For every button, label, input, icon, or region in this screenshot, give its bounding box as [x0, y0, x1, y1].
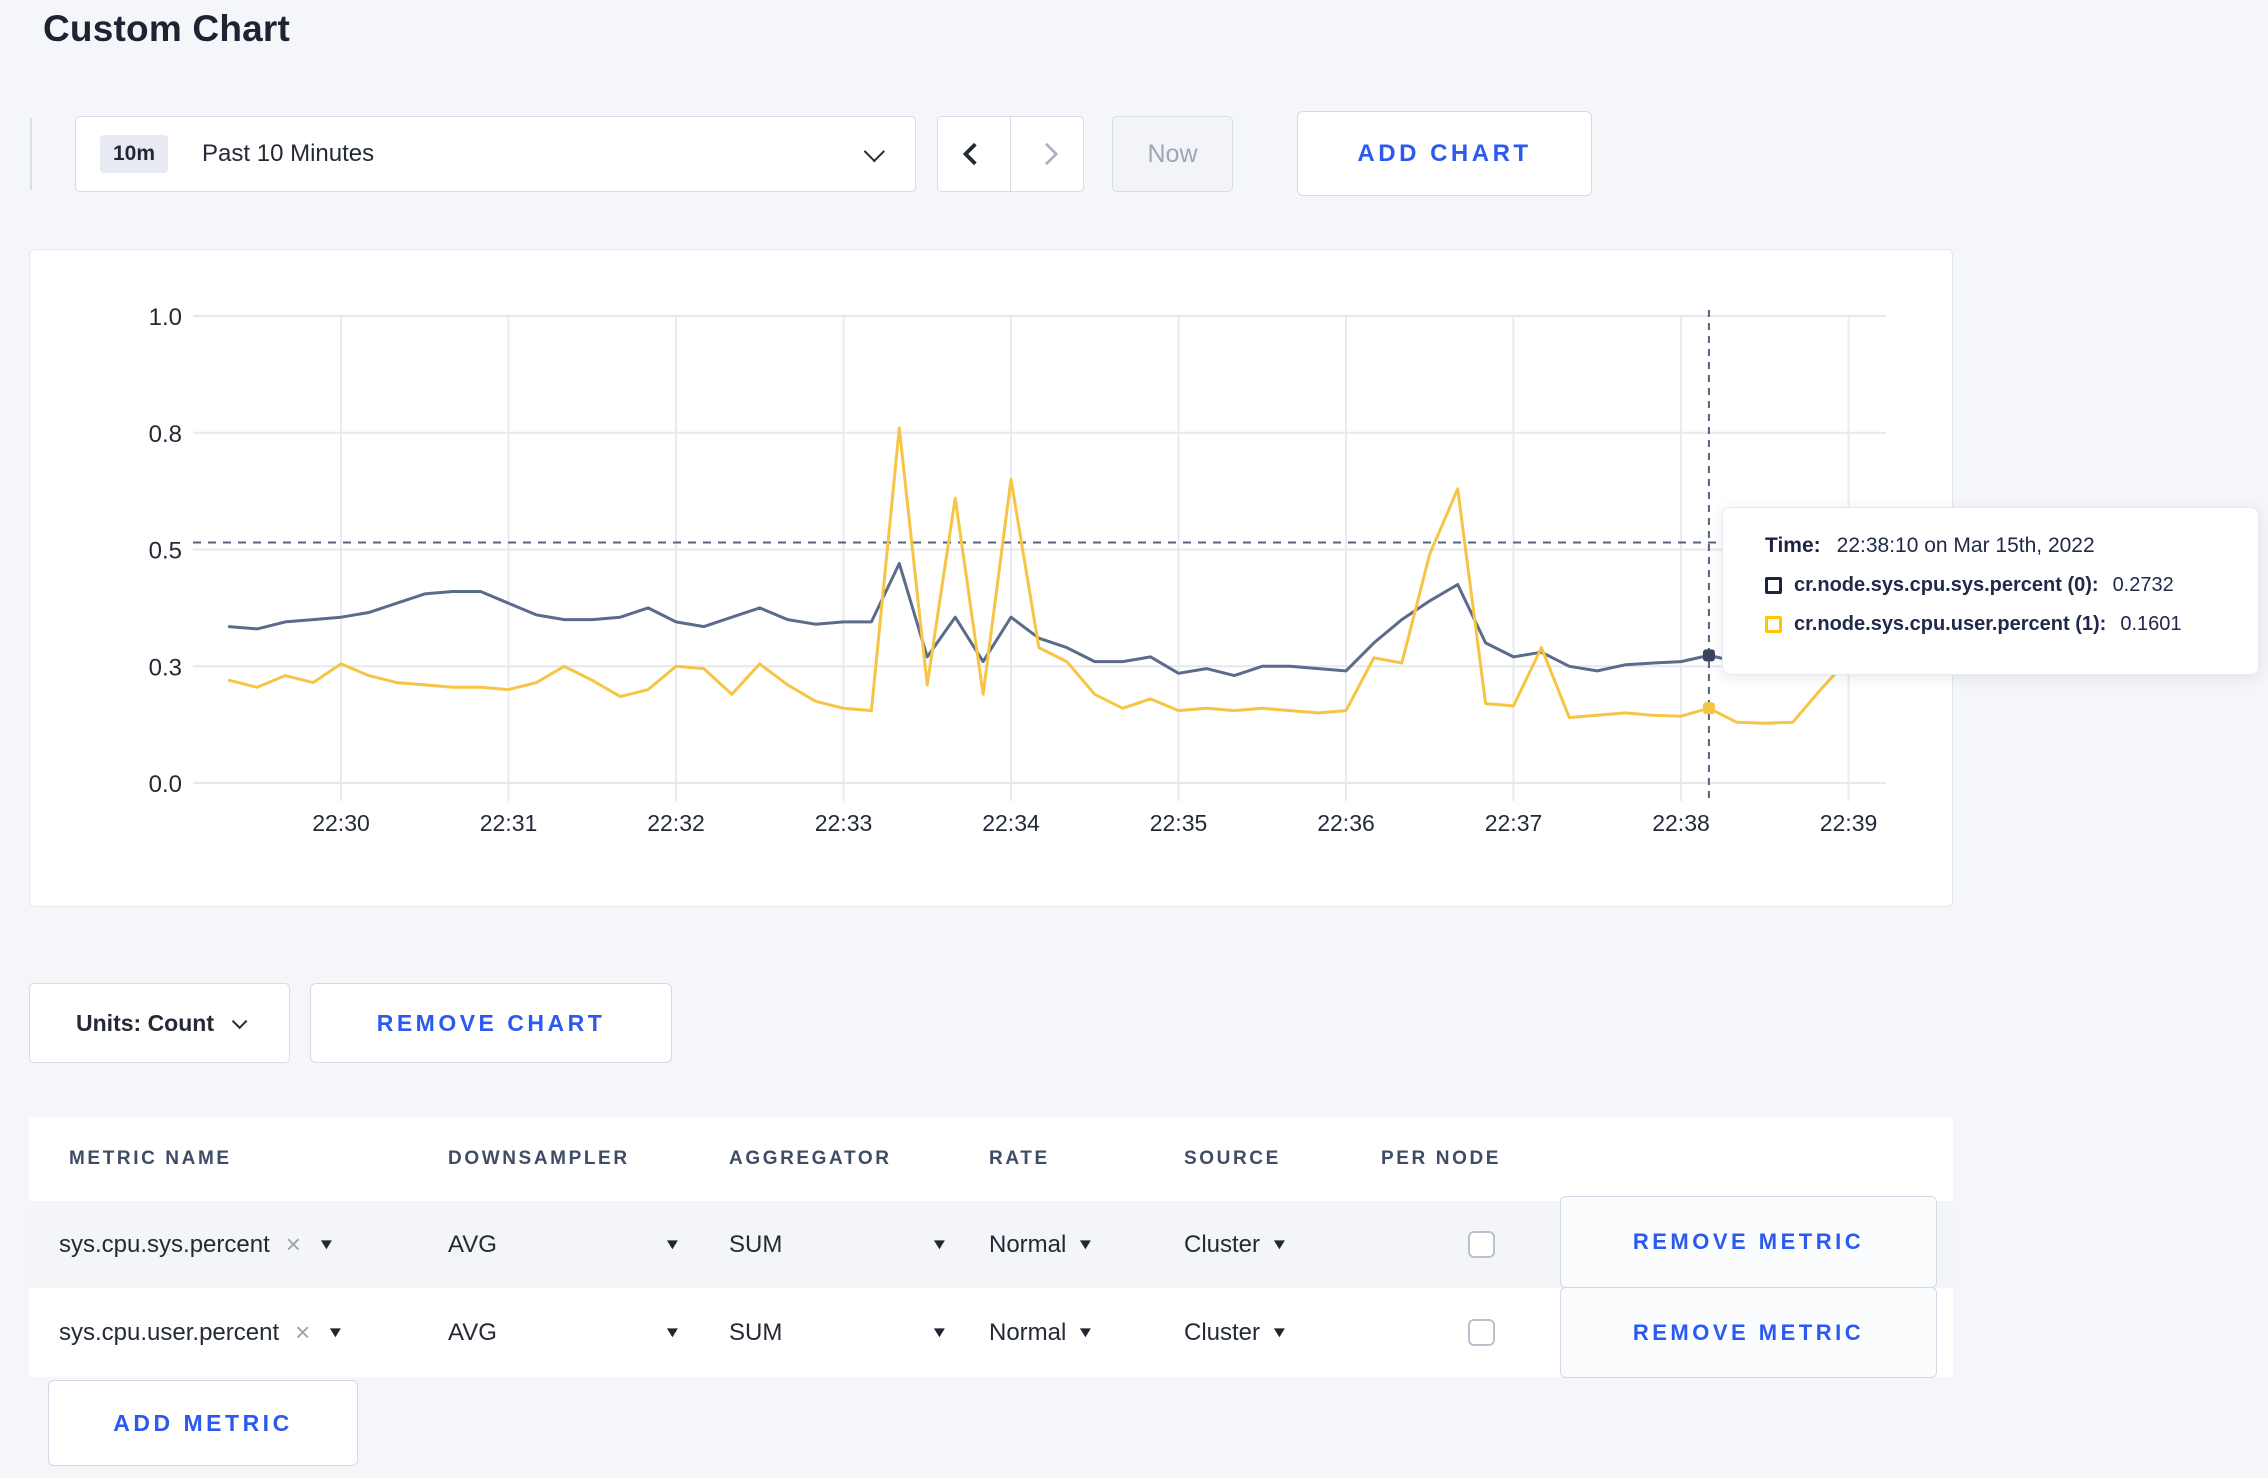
tooltip-user-label: cr.node.sys.cpu.user.percent (1):: [1794, 613, 2107, 635]
tooltip-sys-label: cr.node.sys.cpu.sys.percent (0):: [1794, 574, 2099, 596]
per-node-checkbox[interactable]: [1468, 1231, 1495, 1258]
caret-down-icon: ▼: [317, 1236, 336, 1253]
caret-down-icon: ▼: [663, 1236, 682, 1253]
y-axis-label: 0.8: [149, 421, 182, 448]
x-axis-label: 22:30: [312, 810, 370, 836]
y-axis-label: 0.3: [149, 654, 182, 681]
crosshair-dot-sys: [1702, 649, 1715, 662]
rate-select[interactable]: Normal ▼: [989, 1288, 1096, 1377]
y-axis-label: 0.5: [149, 538, 182, 565]
add-chart-button[interactable]: ADD CHART: [1297, 111, 1592, 196]
source-select[interactable]: Cluster ▼: [1184, 1201, 1289, 1288]
caret-down-icon: ▼: [930, 1236, 949, 1253]
x-axis-label: 22:38: [1652, 810, 1710, 836]
crosshair-dot-user: [1702, 702, 1715, 715]
x-axis-label: 22:37: [1485, 810, 1543, 836]
rate-value: Normal: [989, 1318, 1067, 1346]
remove-tag-x-icon[interactable]: ×: [295, 1317, 311, 1347]
tooltip-user-value: 0.1601: [2120, 613, 2182, 635]
remove-chart-button[interactable]: REMOVE CHART: [310, 983, 672, 1063]
caret-down-icon: ▼: [1076, 1236, 1096, 1253]
caret-down-icon: ▼: [930, 1324, 949, 1341]
caret-down-icon: ▼: [1076, 1324, 1096, 1341]
downsampler-select[interactable]: AVG ▼: [448, 1201, 682, 1288]
tooltip-sys-value: 0.2732: [2112, 574, 2174, 596]
next-range-button[interactable]: [1010, 116, 1084, 192]
add-metric-button[interactable]: ADD METRIC: [48, 1380, 358, 1466]
source-value: Cluster: [1184, 1318, 1261, 1346]
rate-value: Normal: [989, 1230, 1067, 1258]
x-axis-label: 22:35: [1150, 810, 1208, 836]
header-aggregator: AGGREGATOR: [729, 1148, 892, 1169]
x-axis-label: 22:33: [815, 810, 873, 836]
chevron-down-icon: [231, 1013, 248, 1029]
tooltip-time-value: 22:38:10 on Mar 15th, 2022: [1836, 534, 2095, 557]
page-title: Custom Chart: [43, 8, 291, 49]
units-label: Units: Count: [76, 1009, 214, 1036]
per-node-cell: [1468, 1288, 1495, 1377]
source-value: Cluster: [1184, 1230, 1261, 1258]
metric-name-label: sys.cpu.sys.percent: [59, 1230, 270, 1258]
aggregator-value: SUM: [729, 1318, 783, 1346]
source-select[interactable]: Cluster ▼: [1184, 1288, 1289, 1377]
remove-metric-button[interactable]: REMOVE METRIC: [1560, 1196, 1937, 1288]
time-nav-group: [937, 116, 1084, 192]
downsampler-value: AVG: [448, 1318, 497, 1346]
chart-svg[interactable]: 22:30 22:31 22:32 22:33 22:34 22:35 22:36 22:37…: [30, 250, 1954, 908]
caret-down-icon: ▼: [326, 1324, 346, 1341]
caret-down-icon: ▼: [663, 1324, 682, 1341]
per-node-checkbox[interactable]: [1468, 1319, 1495, 1346]
time-range-label: Past 10 Minutes: [202, 140, 375, 167]
prev-range-button[interactable]: [937, 116, 1011, 192]
time-range-dropdown[interactable]: 10m Past 10 Minutes: [75, 116, 916, 192]
header-per-node: PER NODE: [1381, 1148, 1502, 1169]
header-rate: RATE: [989, 1148, 1050, 1169]
chevron-right-icon: [1035, 142, 1059, 166]
time-range-badge: 10m: [100, 135, 169, 173]
series-swatch-user-icon: [1765, 616, 1782, 633]
remove-metric-button[interactable]: REMOVE METRIC: [1560, 1287, 1937, 1378]
tooltip-time-label: Time:: [1765, 534, 1821, 557]
units-dropdown[interactable]: Units: Count: [29, 983, 290, 1063]
metrics-table-header: METRIC NAME DOWNSAMPLER AGGREGATOR RATE …: [29, 1117, 1953, 1201]
chevron-left-icon: [962, 142, 986, 166]
metric-name-select[interactable]: sys.cpu.sys.percent × ▼: [59, 1201, 336, 1288]
caret-down-icon: ▼: [1270, 1324, 1289, 1341]
series-line: [227, 426, 1878, 725]
header-metric-name: METRIC NAME: [69, 1148, 232, 1169]
toolbar-left-divider: [30, 118, 32, 190]
rate-select[interactable]: Normal ▼: [989, 1201, 1096, 1288]
y-axis-label: 1.0: [149, 304, 182, 331]
x-axis-label: 22:31: [480, 810, 538, 836]
x-axis-label: 22:36: [1317, 810, 1375, 836]
caret-down-icon: ▼: [1270, 1236, 1289, 1253]
y-axis-label: 0.0: [149, 771, 182, 798]
x-axis-label: 22:39: [1820, 810, 1878, 836]
downsampler-select[interactable]: AVG ▼: [448, 1288, 682, 1377]
header-source: SOURCE: [1184, 1148, 1281, 1169]
chart-tooltip: Time: 22:38:10 on Mar 15th, 2022 cr.node…: [1722, 507, 2259, 675]
per-node-cell: [1468, 1201, 1495, 1288]
aggregator-value: SUM: [729, 1230, 783, 1258]
x-axis-label: 22:32: [647, 810, 705, 836]
aggregator-select[interactable]: SUM ▼: [729, 1288, 949, 1377]
chart-card: 22:30 22:31 22:32 22:33 22:34 22:35 22:36 22:37…: [29, 249, 2259, 908]
downsampler-value: AVG: [448, 1230, 497, 1258]
remove-tag-x-icon[interactable]: ×: [285, 1229, 301, 1259]
header-downsampler: DOWNSAMPLER: [448, 1148, 630, 1169]
now-button[interactable]: Now: [1112, 116, 1233, 192]
metric-name-label: sys.cpu.user.percent: [59, 1318, 280, 1346]
aggregator-select[interactable]: SUM ▼: [729, 1201, 949, 1288]
x-axis-label: 22:34: [982, 810, 1040, 836]
metric-name-select[interactable]: sys.cpu.user.percent × ▼: [59, 1288, 346, 1377]
series-line: [227, 562, 1878, 678]
series-swatch-sys-icon: [1765, 577, 1782, 594]
chevron-down-icon: [863, 140, 885, 162]
